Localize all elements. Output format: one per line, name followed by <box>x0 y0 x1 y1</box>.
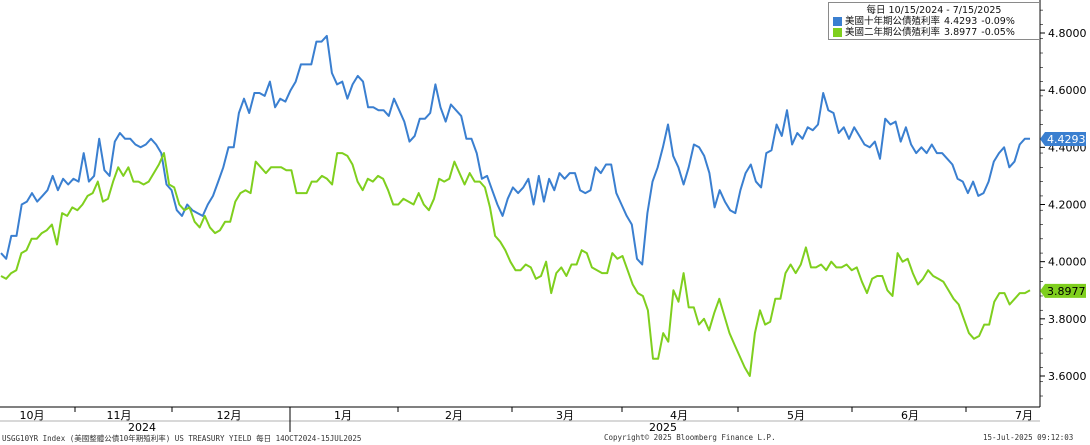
x-month-label: 3月 <box>556 409 574 422</box>
legend-swatch-2y <box>833 28 842 37</box>
legend-change-2y: -0.05% <box>981 27 1015 38</box>
footer-source: USGG10YR Index (美國整體公債10年期殖利率) US TREASU… <box>2 434 362 443</box>
y-tick-label: 4.0000 <box>1048 256 1087 269</box>
x-year-label: 2024 <box>128 421 156 434</box>
last-value-tags: 4.4293 3.8977 <box>1040 131 1086 298</box>
legend-swatch-10y <box>833 17 842 26</box>
x-axis-ticks: 10月 11月 12月 1月 2月 3月 4月 5月 6月 7月 2024 2025 <box>20 407 1033 434</box>
x-year-label: 2025 <box>649 421 677 434</box>
legend-change-10y: -0.09% <box>981 16 1015 27</box>
y-tick-label: 3.8000 <box>1048 313 1087 326</box>
legend-name-2y: 美國二年期公債殖利率 <box>845 27 941 38</box>
footer-copyright: Copyright© 2025 Bloomberg Finance L.P. <box>604 433 776 442</box>
x-month-label: 2月 <box>445 409 463 422</box>
y-tick-label: 4.2000 <box>1048 199 1087 212</box>
y-tick-label: 3.6000 <box>1048 370 1087 383</box>
y-axis-ticks: 3.60003.80004.00004.20004.40004.60004.80… <box>1040 9 1087 397</box>
last-value-label-2y: 3.8977 <box>1047 285 1086 298</box>
legend: 每日 10/15/2024 - 7/15/2025 美國十年期公債殖利率 4.4… <box>828 2 1040 40</box>
x-month-label: 6月 <box>901 409 919 422</box>
legend-item-2y: 美國二年期公債殖利率 3.8977 -0.05% <box>829 27 1039 38</box>
legend-period: 每日 10/15/2024 - 7/15/2025 <box>866 5 1002 16</box>
series-line-2y <box>0 152 1031 377</box>
plot-frame <box>0 0 1041 422</box>
legend-value-10y: 4.4293 <box>944 16 978 27</box>
y-tick-label: 4.6000 <box>1048 84 1087 97</box>
legend-name-10y: 美國十年期公債殖利率 <box>845 16 941 27</box>
x-month-label: 7月 <box>1015 409 1033 422</box>
x-month-label: 11月 <box>107 409 132 422</box>
last-value-label-10y: 4.4293 <box>1047 133 1086 146</box>
series-lines <box>0 34 1031 377</box>
legend-value-2y: 3.8977 <box>944 27 978 38</box>
x-month-label: 1月 <box>334 409 352 422</box>
series-line-10y <box>0 34 1030 266</box>
x-month-label: 4月 <box>670 409 688 422</box>
x-month-label: 12月 <box>217 409 242 422</box>
x-month-label: 10月 <box>20 409 45 422</box>
footer-timestamp: 15-Jul-2025 09:12:03 <box>983 433 1074 442</box>
legend-item-10y: 美國十年期公債殖利率 4.4293 -0.09% <box>829 16 1039 27</box>
last-value-tag-2y <box>1040 283 1086 298</box>
last-value-tag-10y <box>1040 131 1086 146</box>
y-tick-label: 4.8000 <box>1048 27 1087 40</box>
x-month-label: 5月 <box>787 409 805 422</box>
